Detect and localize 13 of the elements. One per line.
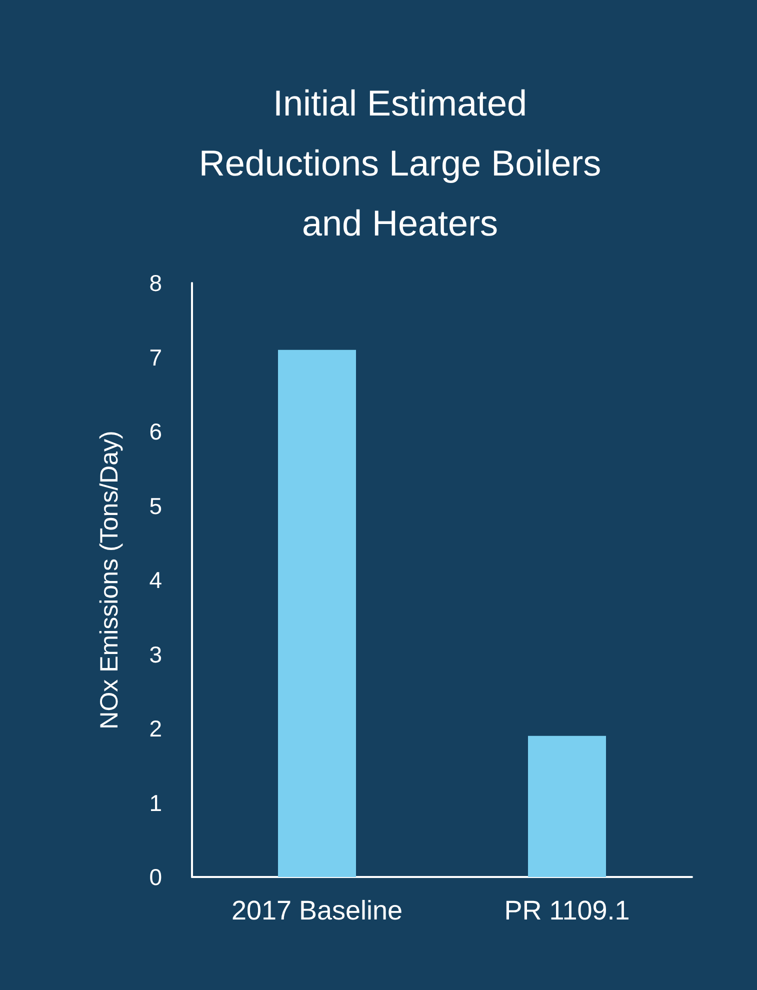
x-tick-label: PR 1109.1 xyxy=(504,896,630,926)
x-tick-label: 2017 Baseline xyxy=(231,896,403,926)
y-axis-title: NOx Emissions (Tons/Day) xyxy=(96,430,124,730)
y-tick-label: 4 xyxy=(149,567,162,593)
y-tick-label: 8 xyxy=(149,270,162,296)
y-tick-label: 2 xyxy=(149,716,162,742)
y-tick-label: 3 xyxy=(149,641,162,668)
y-tick-label: 6 xyxy=(149,418,162,444)
y-tick-label: 5 xyxy=(149,492,162,519)
chart-title: Initial Estimated Reductions Large Boilers and Heaters xyxy=(198,82,602,244)
y-tick-label: 1 xyxy=(149,790,162,816)
y-tick-label: 7 xyxy=(149,344,162,370)
y-tick-label: 0 xyxy=(149,864,162,890)
